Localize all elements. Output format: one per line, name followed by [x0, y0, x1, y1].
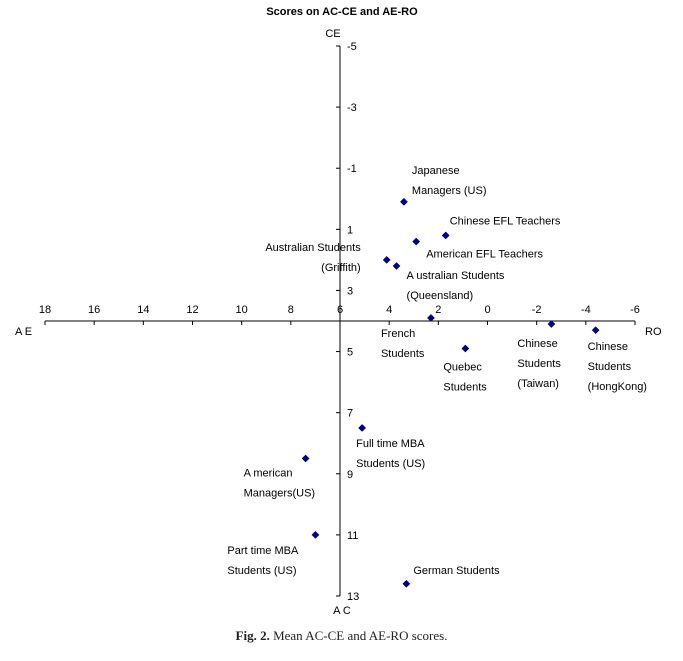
data-point-label-line: Managers (US)	[412, 185, 487, 197]
data-point-marker	[412, 237, 421, 246]
y-tick-label: -3	[347, 102, 357, 114]
data-point-label-line: German Students	[413, 565, 500, 577]
data-point-label: Full time MBA Students (US)	[356, 438, 425, 470]
data-point-marker	[461, 344, 470, 353]
chart-title: Scores on AC-CE and AE-RO	[266, 6, 418, 18]
data-point-label: Chinese Students (HongKong)	[588, 341, 647, 393]
data-point-marker	[301, 454, 310, 463]
x-tick-label: -4	[581, 304, 591, 316]
data-point-label-line: (Taiwan)	[517, 378, 559, 390]
x-tick-label: 2	[435, 304, 441, 316]
data-point-label-line: (Griffith)	[321, 262, 361, 274]
data-point-label-line: Managers(US)	[244, 488, 316, 500]
y-tick-label: 13	[347, 591, 359, 603]
data-point-label: Chinese EFL Teachers	[450, 215, 561, 227]
x-tick-label: 4	[386, 304, 392, 316]
data-point-label-line: French	[381, 328, 415, 340]
data-point-label: Australian Students (Griffith)	[265, 242, 361, 274]
y-tick-label: 9	[347, 469, 353, 481]
y-tick-label: 5	[347, 347, 353, 359]
x-tick-label: 10	[236, 304, 248, 316]
axis-label-top: CE	[325, 28, 340, 40]
data-point-label-line: Chinese EFL Teachers	[450, 215, 561, 227]
axis-label-bottom: A C	[333, 605, 351, 617]
data-point-label-line: (Queensland)	[407, 290, 474, 302]
y-tick-label: -1	[347, 163, 357, 175]
y-tick-label: 7	[347, 408, 353, 420]
y-tick-label: 1	[347, 224, 353, 236]
data-point-label-line: Students	[517, 358, 561, 370]
data-point-label-line: (HongKong)	[588, 381, 647, 393]
y-tick-label: 11	[347, 530, 358, 542]
data-point-label-line: Students (US)	[227, 565, 296, 577]
x-tick-label: -6	[630, 304, 640, 316]
data-point-label-line: Quebec	[443, 362, 482, 374]
data-point-label-line: Students	[381, 348, 425, 360]
data-point-label: Japanese Managers (US)	[412, 165, 487, 197]
data-point-label: A ustralian Students (Queensland)	[407, 270, 505, 302]
data-point-marker	[399, 197, 408, 206]
x-tick-label: 0	[484, 304, 490, 316]
axis-label-left: A E	[15, 326, 32, 338]
data-point-label-line: American EFL Teachers	[426, 249, 543, 261]
x-tick-label: 14	[137, 304, 149, 316]
data-point-label-line: Students	[443, 382, 487, 394]
data-point-label: Part time MBA Students (US)	[227, 545, 299, 577]
data-point-label-line: Chinese	[517, 338, 557, 350]
data-point-label-line: Students (US)	[356, 458, 425, 470]
x-tick-label: 8	[288, 304, 294, 316]
data-point-marker	[547, 320, 556, 329]
y-tick-label: 3	[347, 285, 353, 297]
axis-label-right: RO	[645, 326, 662, 338]
data-markers: Japanese Managers (US) Chinese EFL Teacher…	[227, 165, 647, 588]
scatter-chart: Scores on AC-CE and AE-RO 18 16 14 12 10 8 6 4 2…	[15, 6, 662, 617]
figure-caption-text: Mean AC-CE and AE-RO scores.	[273, 628, 448, 643]
data-point-label-line: Chinese	[588, 341, 628, 353]
data-point-label-line: Japanese	[412, 165, 460, 177]
data-point-label-line: Full time MBA	[356, 438, 425, 450]
data-point-label-line: A ustralian Students	[407, 270, 505, 282]
data-point-label: A merican Managers(US)	[244, 468, 316, 500]
x-tick-label: 16	[88, 304, 100, 316]
figure-caption-label: Fig. 2.	[235, 628, 270, 643]
data-point-label: American EFL Teachers	[426, 249, 543, 261]
data-point-label: German Students	[413, 565, 500, 577]
axes: 18 16 14 12 10 8 6 4 2 0 -2 -4 -6-5-3-1135791113CEA …	[15, 28, 662, 617]
data-point-marker	[427, 313, 435, 322]
data-point-label-line: A merican	[244, 468, 293, 480]
data-point-label-line: Australian Students	[265, 242, 361, 254]
x-tick-label: 6	[337, 304, 343, 316]
x-tick-label: -2	[532, 304, 542, 316]
data-point-label-line: Students	[588, 361, 632, 373]
data-point-label: Quebec Students	[443, 362, 487, 394]
data-point-label-line: Part time MBA	[227, 545, 299, 557]
data-point-label: French Students	[381, 328, 425, 360]
data-point-label: Chinese Students (Taiwan)	[517, 338, 561, 390]
data-point-marker	[591, 326, 600, 335]
y-tick-label: -5	[347, 41, 357, 53]
data-point-marker	[392, 262, 401, 270]
data-point-marker	[441, 231, 450, 240]
data-point-marker	[311, 530, 320, 539]
x-tick-label: 18	[39, 304, 51, 316]
figure-caption: Fig. 2. Mean AC-CE and AE-RO scores.	[0, 628, 683, 644]
data-point-marker	[382, 255, 391, 264]
data-point-marker	[358, 423, 367, 432]
x-tick-label: 12	[186, 304, 198, 316]
data-point-marker	[402, 579, 411, 588]
